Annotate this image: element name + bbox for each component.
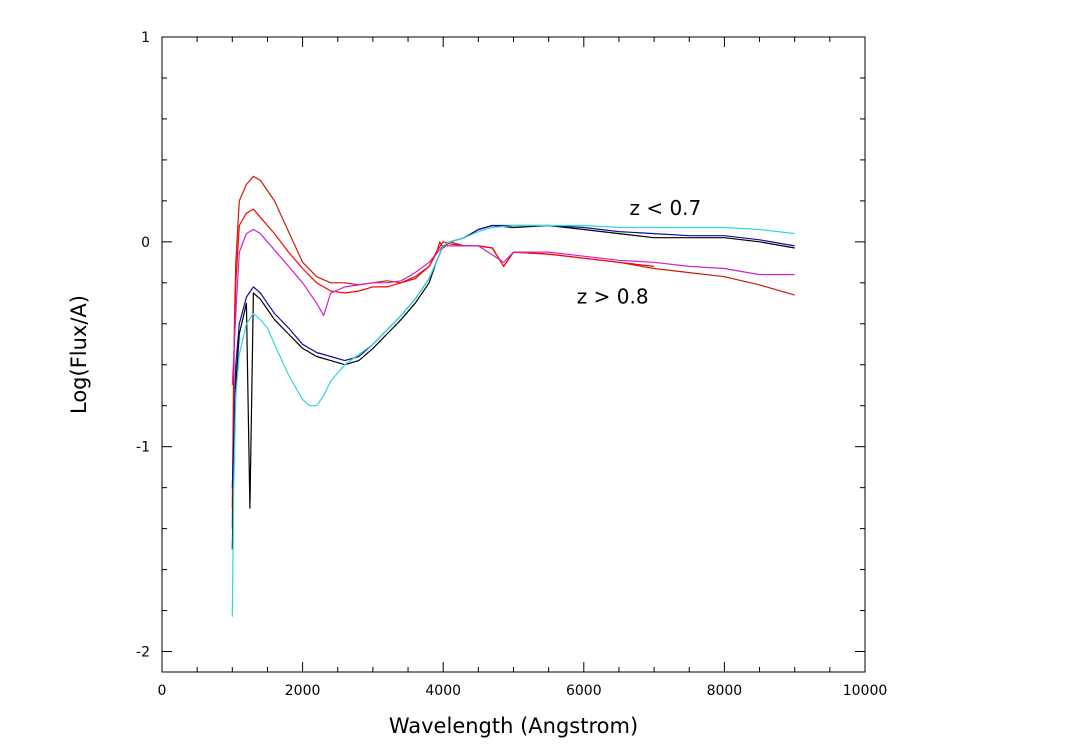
annotation-high-redshift: z > 0.8 [577,284,649,308]
x-tick-label: 2000 [285,683,321,699]
y-tick-label: -2 [136,645,150,661]
series-line-2 [231,208,655,509]
annotation-low-redshift: z < 0.7 [629,196,701,220]
x-axis-title: Wavelength (Angstrom) [389,714,638,738]
y-tick-label: -1 [136,440,150,456]
x-tick-label: 4000 [425,683,461,699]
x-tick-label: 10000 [843,683,888,699]
tick-labels-layer: 0 2000 4000 6000 8000 10000 -2 -1 0 1 [136,30,887,699]
y-axis-title: Log(Flux/A) [67,295,91,414]
y-tick-label: 1 [141,30,150,46]
series-line-4 [231,224,795,550]
plot-frame [161,36,866,673]
series-line-6 [231,224,795,617]
x-tick-label: 0 [158,683,167,699]
y-tick-label: 0 [141,235,150,251]
ticks-layer [161,36,866,672]
series-layer [231,175,795,617]
series-line-3 [231,228,795,386]
x-tick-label: 8000 [707,683,743,699]
x-tick-label: 6000 [566,683,602,699]
